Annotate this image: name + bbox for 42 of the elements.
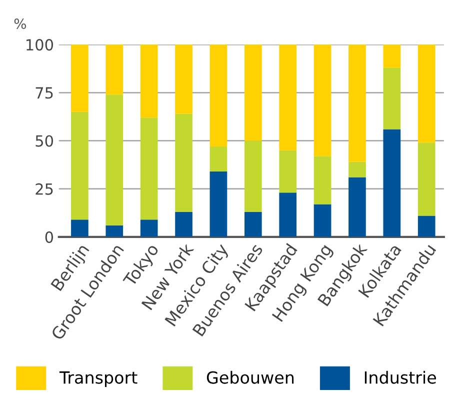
bar	[348, 44, 366, 162]
bar	[348, 162, 366, 178]
bar	[314, 44, 332, 156]
legend-label: Industrie	[364, 370, 436, 384]
y-tick-label: 25	[36, 183, 53, 195]
legend-label: Gebouwen	[206, 370, 294, 384]
bar	[383, 44, 401, 68]
bar	[210, 44, 228, 147]
bar	[279, 44, 297, 150]
bar	[348, 177, 366, 237]
bar	[383, 68, 401, 130]
bar	[106, 225, 124, 237]
bar	[175, 114, 192, 212]
bar	[106, 94, 124, 226]
legend-label: Transport	[59, 371, 138, 388]
bar	[314, 204, 332, 237]
bar	[279, 192, 297, 237]
bar	[210, 146, 228, 172]
bar	[140, 44, 158, 118]
bar	[279, 150, 297, 193]
y-tick-label: 100	[26, 39, 54, 51]
bar	[244, 44, 262, 141]
y-tick-label: 75	[36, 87, 53, 99]
y-axis-title: %	[14, 18, 26, 29]
bar	[71, 220, 88, 237]
bar	[71, 44, 88, 112]
y-tick-label: 0	[45, 231, 54, 243]
y-tick-label: 50	[36, 135, 54, 147]
bar	[314, 156, 332, 204]
bar	[383, 129, 401, 237]
bar	[106, 44, 124, 95]
bar	[418, 216, 436, 237]
bar	[140, 118, 158, 220]
bar	[418, 142, 436, 216]
bar	[175, 212, 192, 237]
bar	[244, 212, 262, 237]
bar	[210, 172, 228, 237]
bar	[71, 112, 88, 220]
bar	[140, 220, 158, 237]
bar	[418, 44, 436, 143]
bar	[175, 44, 192, 114]
bar	[244, 140, 262, 212]
